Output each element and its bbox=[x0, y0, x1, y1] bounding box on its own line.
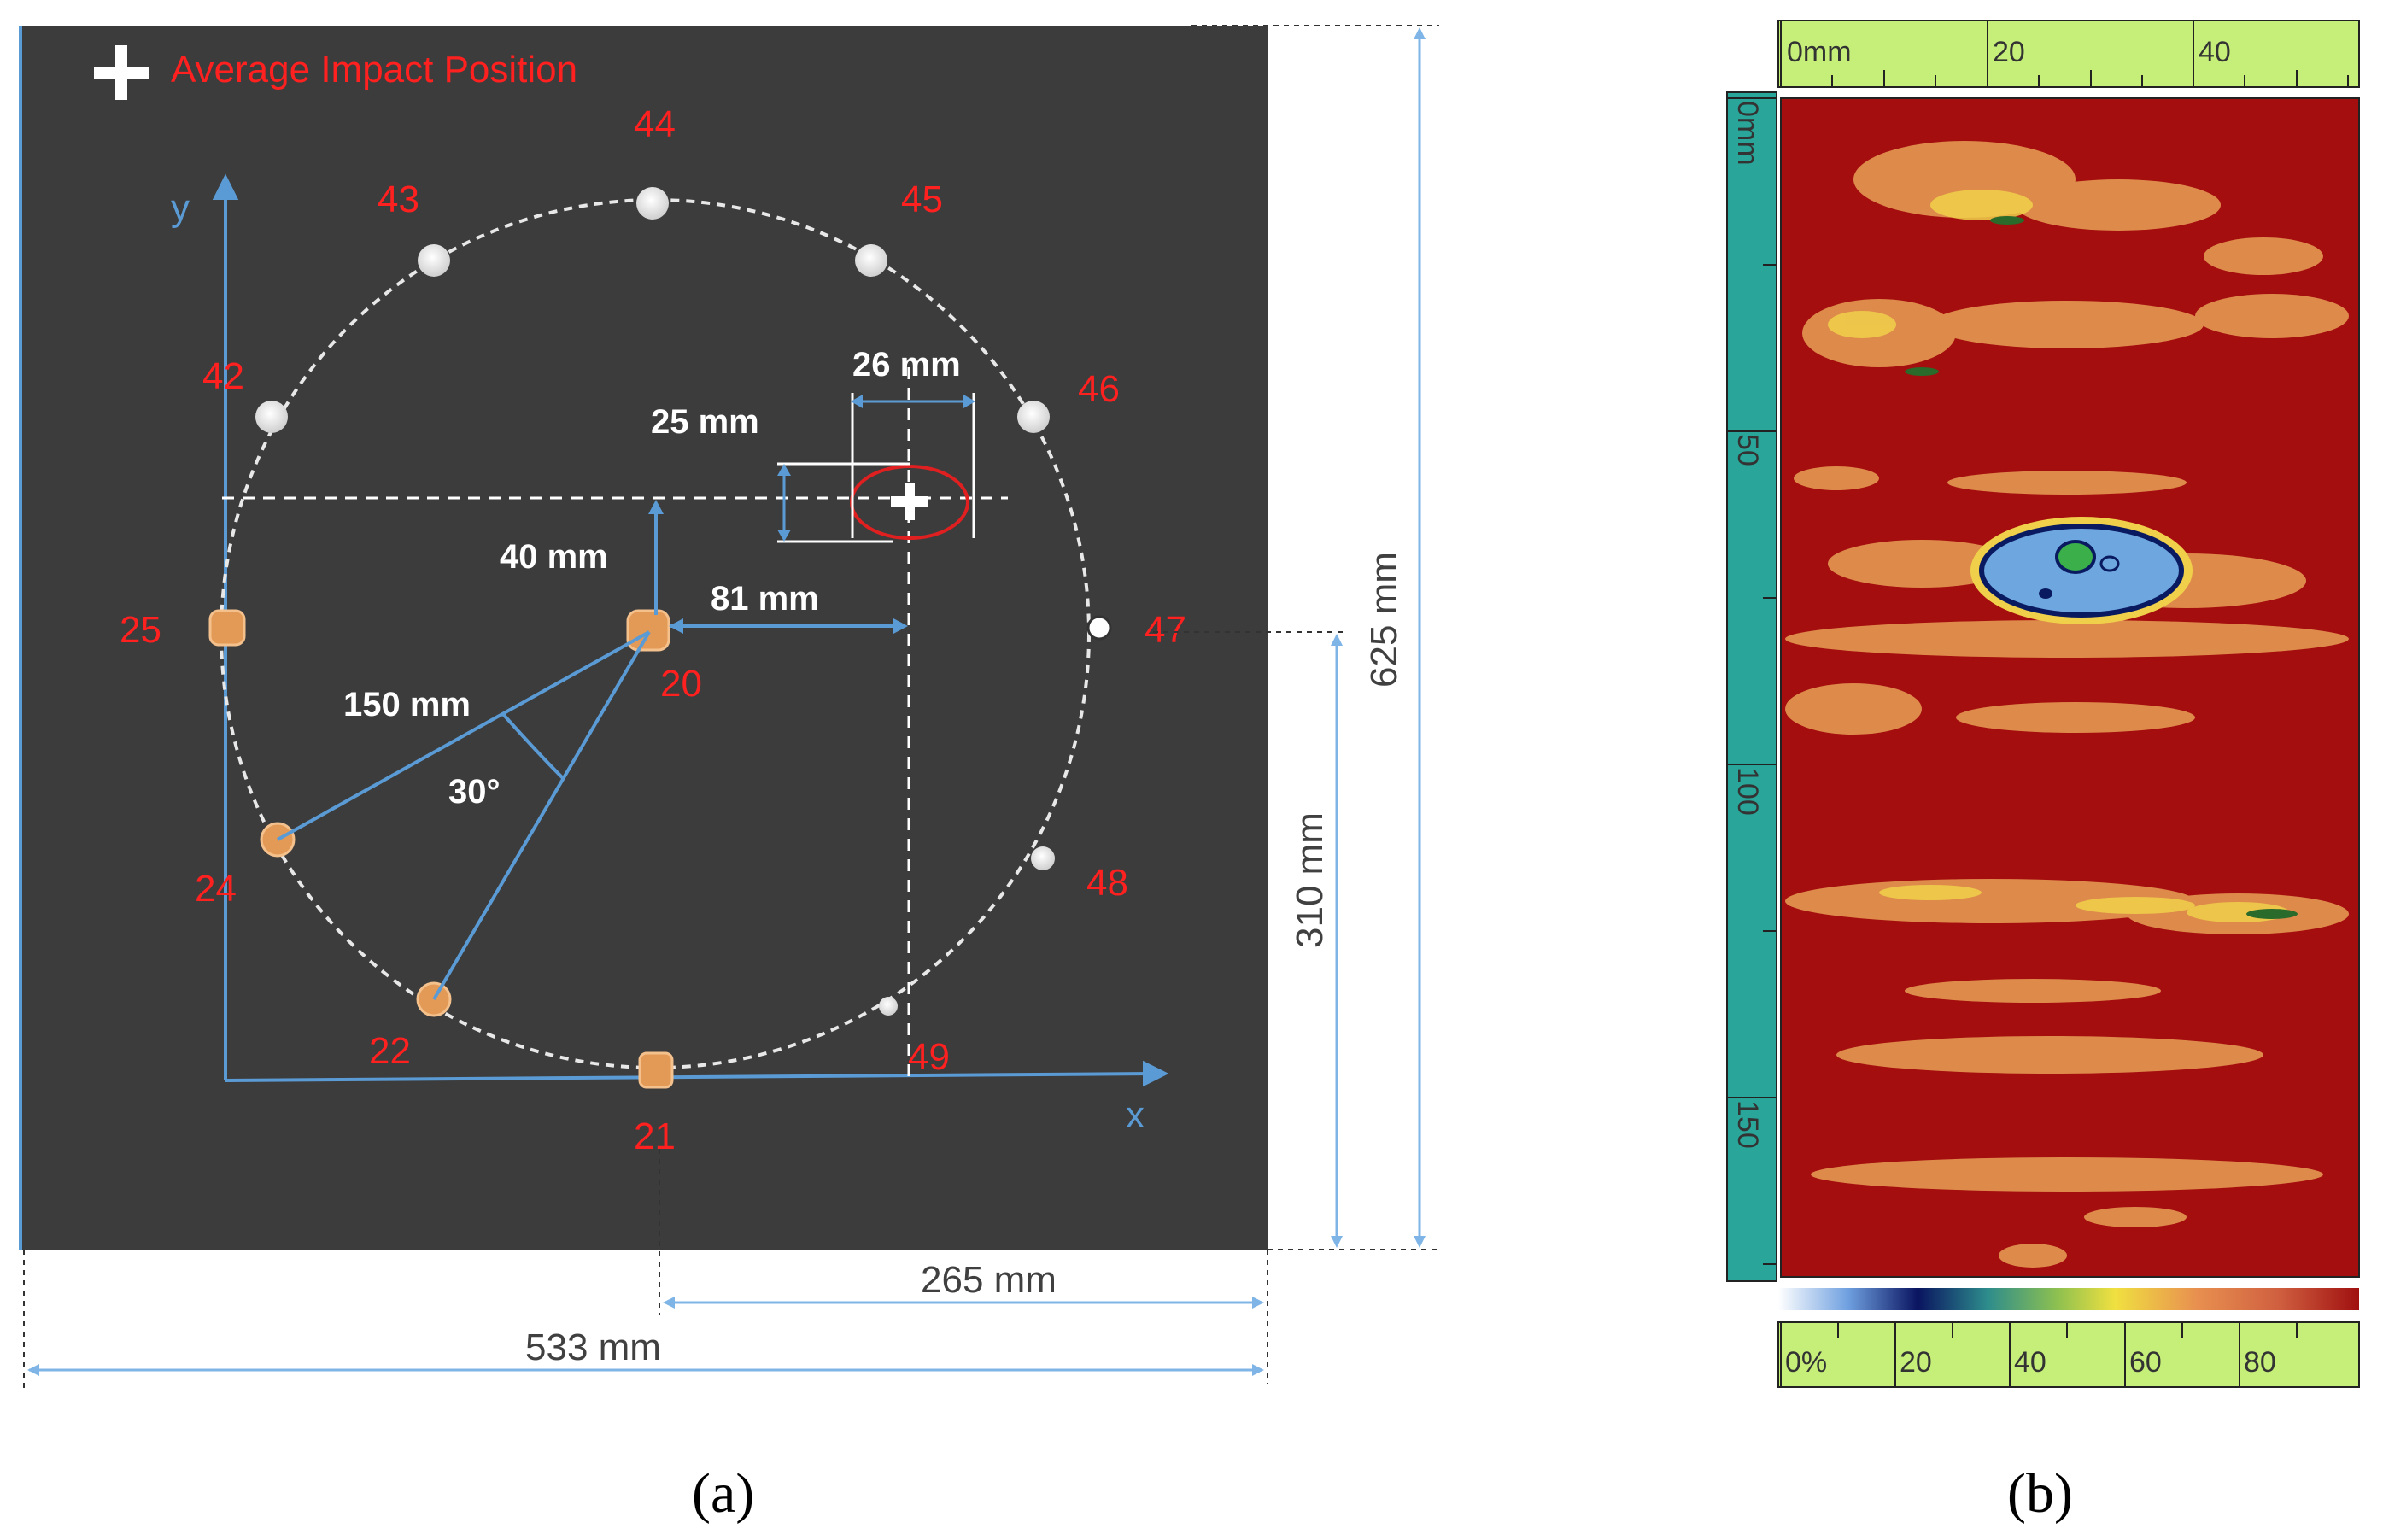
outer-dimension-arrowheads bbox=[27, 27, 1426, 1376]
hole-42 bbox=[255, 401, 288, 433]
hole-label: 48 bbox=[1086, 862, 1128, 904]
legend-label: Average Impact Position bbox=[171, 49, 577, 91]
hole-49 bbox=[879, 997, 898, 1016]
bottom-scale bbox=[1777, 1321, 2360, 1388]
hole-20 bbox=[626, 609, 670, 652]
legend: Average Impact Position bbox=[94, 45, 577, 100]
outer-dimensions bbox=[23, 25, 1439, 1388]
caption-a: (a) bbox=[692, 1462, 754, 1525]
hole-46 bbox=[1017, 401, 1050, 433]
hole-label: 25 bbox=[120, 609, 161, 651]
top-scale bbox=[1777, 20, 2360, 88]
radius-lines bbox=[277, 630, 651, 1001]
bottom-scale-ticks bbox=[1780, 1322, 2298, 1387]
hole-25 bbox=[208, 609, 246, 647]
dim-310mm-label: 310 mm bbox=[1289, 812, 1331, 948]
hole-44 bbox=[636, 187, 669, 220]
bottom-scale-label: 40 bbox=[2014, 1346, 2046, 1379]
dim-40mm-label: 40 mm bbox=[500, 538, 608, 576]
hole-label: 44 bbox=[634, 103, 676, 145]
hole-45 bbox=[855, 244, 887, 277]
left-scale-label: 150 bbox=[1731, 1100, 1764, 1149]
cscan-image bbox=[1781, 98, 2359, 1277]
top-scale-ticks bbox=[1780, 20, 2349, 87]
dim-26mm bbox=[851, 393, 975, 538]
left-scale-label: 50 bbox=[1731, 434, 1764, 466]
dim-26mm-label: 26 mm bbox=[852, 346, 961, 384]
left-scale bbox=[1726, 91, 1777, 1282]
dim-265mm-label: 265 mm bbox=[921, 1259, 1057, 1301]
top-scale-label: 20 bbox=[1993, 36, 2025, 68]
hole-label: 46 bbox=[1078, 368, 1120, 410]
hole-label: 43 bbox=[378, 179, 419, 220]
hole-label: 45 bbox=[901, 179, 943, 220]
caption-b: (b) bbox=[2007, 1462, 2073, 1525]
hole-label: 47 bbox=[1145, 609, 1186, 651]
dim-25mm bbox=[777, 462, 910, 543]
x-axis-label: x bbox=[1126, 1094, 1145, 1136]
hole-43 bbox=[418, 244, 450, 277]
hole-label: 24 bbox=[195, 868, 237, 910]
hole-21 bbox=[638, 1051, 674, 1089]
dim-81mm bbox=[669, 618, 908, 634]
white-holes bbox=[255, 187, 1112, 1016]
bottom-scale-label: 0% bbox=[1785, 1346, 1827, 1379]
left-scale-label: 100 bbox=[1731, 767, 1764, 816]
bottom-scale-label: 80 bbox=[2244, 1346, 2276, 1379]
hole-47 bbox=[1086, 615, 1112, 641]
color-bar bbox=[1778, 1288, 2359, 1310]
hole-labels: 44 43 45 42 46 25 47 20 24 48 22 49 21 bbox=[120, 103, 1186, 1157]
dim-81mm-label: 81 mm bbox=[711, 580, 819, 618]
cscan-frame bbox=[1780, 97, 2360, 1278]
top-scale-label: 40 bbox=[2199, 36, 2231, 68]
hole-label: 22 bbox=[369, 1030, 411, 1072]
left-scale-ticks bbox=[1727, 97, 1777, 1265]
dim-25mm-label: 25 mm bbox=[651, 403, 759, 441]
hole-48 bbox=[1031, 846, 1055, 870]
hole-label: 20 bbox=[660, 663, 702, 705]
hole-label: 21 bbox=[634, 1115, 676, 1157]
y-axis-label: y bbox=[171, 187, 190, 229]
dim-625mm-label: 625 mm bbox=[1363, 552, 1405, 688]
plus-icon bbox=[94, 45, 149, 100]
bottom-scale-label: 20 bbox=[1900, 1346, 1932, 1379]
panel-a: Average Impact Position y x bbox=[19, 25, 1439, 1525]
dim-150mm-label: 150 mm bbox=[343, 686, 471, 723]
dim-40mm bbox=[648, 500, 664, 615]
hole-label: 42 bbox=[202, 355, 244, 397]
dim-533mm-label: 533 mm bbox=[525, 1326, 661, 1368]
angle-label: 30° bbox=[448, 773, 501, 811]
bottom-scale-label: 60 bbox=[2129, 1346, 2162, 1379]
hole-label: 49 bbox=[908, 1036, 950, 1078]
top-scale-label: 0mm bbox=[1787, 36, 1852, 68]
left-scale-label: 0mm bbox=[1731, 101, 1764, 166]
panel-b: 0mm 20 40 0mm 50 100 150 bbox=[1726, 20, 2360, 1525]
